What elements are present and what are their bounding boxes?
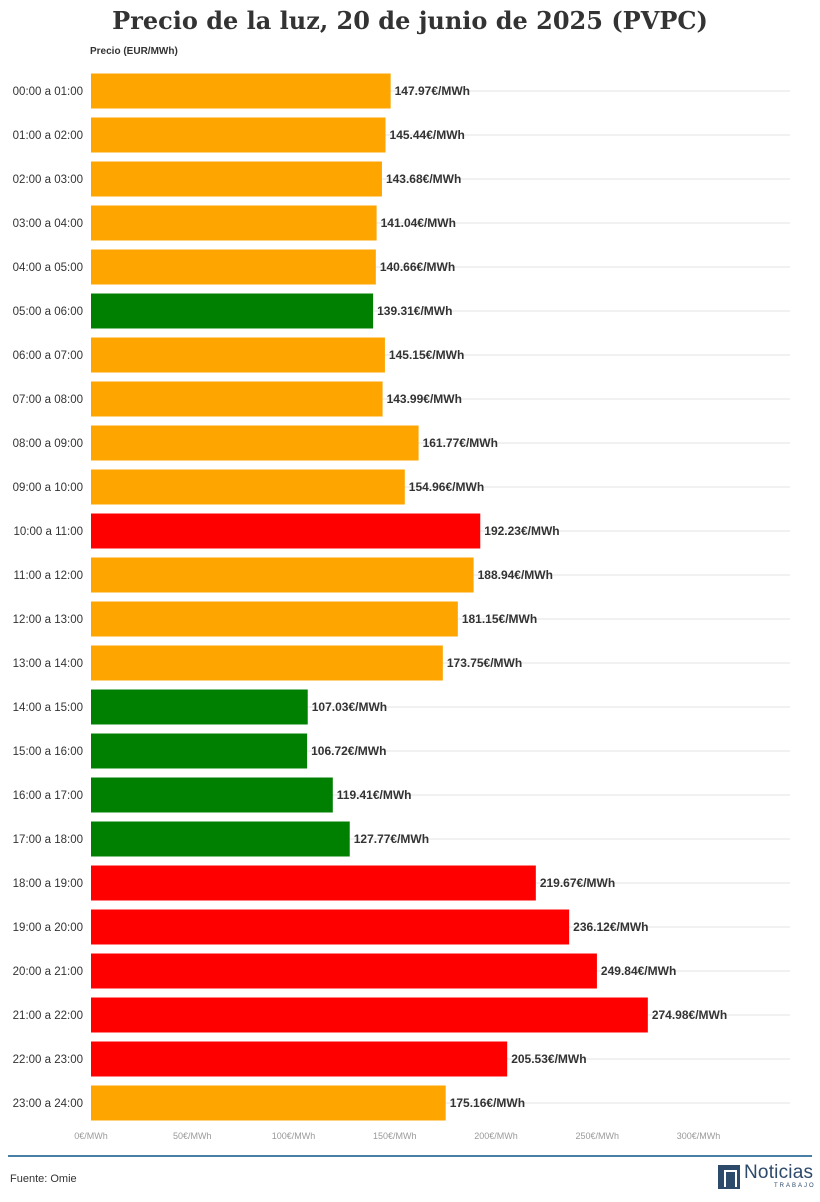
- category-label: 09:00 a 10:00: [13, 482, 83, 494]
- bar: [91, 117, 386, 153]
- bar: [91, 161, 382, 197]
- bar: [91, 777, 333, 813]
- chart-title: Precio de la luz, 20 de junio de 2025 (P…: [112, 6, 708, 35]
- data-label: 219.67€/MWh: [540, 876, 615, 890]
- category-label: 20:00 a 21:00: [13, 966, 83, 978]
- data-label: 141.04€/MWh: [381, 216, 456, 230]
- category-label: 15:00 a 16:00: [13, 746, 83, 758]
- data-label: 274.98€/MWh: [652, 1008, 727, 1022]
- data-label: 106.72€/MWh: [311, 744, 386, 758]
- x-tick-label: 100€/MWh: [272, 1131, 316, 1141]
- data-label: 181.15€/MWh: [462, 612, 537, 626]
- bar: [91, 821, 350, 857]
- bar: [91, 205, 377, 241]
- logo-subtext: TRABAJO: [774, 1183, 816, 1189]
- data-label: 154.96€/MWh: [409, 480, 484, 494]
- data-label: 188.94€/MWh: [478, 568, 553, 582]
- data-label: 139.31€/MWh: [377, 304, 452, 318]
- bar: [91, 337, 385, 373]
- bar: [91, 557, 474, 593]
- category-label: 04:00 a 05:00: [13, 262, 83, 274]
- data-label: 127.77€/MWh: [354, 832, 429, 846]
- noticias-trabajo-logo: Noticias TRABAJO: [718, 1162, 816, 1191]
- logo-mark-icon: [718, 1165, 740, 1189]
- data-label: 173.75€/MWh: [447, 656, 522, 670]
- bar: [91, 953, 597, 989]
- category-label: 00:00 a 01:00: [13, 86, 83, 98]
- category-label: 06:00 a 07:00: [13, 350, 83, 362]
- x-tick-label: 250€/MWh: [575, 1131, 619, 1141]
- category-label: 14:00 a 15:00: [13, 702, 83, 714]
- category-label: 16:00 a 17:00: [13, 790, 83, 802]
- footer-divider: [8, 1155, 812, 1157]
- bar: [91, 1085, 446, 1121]
- bar: [91, 425, 419, 461]
- bar: [91, 733, 308, 769]
- x-tick-label: 150€/MWh: [373, 1131, 417, 1141]
- data-label: 119.41€/MWh: [337, 788, 412, 802]
- bar: [91, 249, 376, 285]
- data-label: 147.97€/MWh: [395, 84, 470, 98]
- category-label: 21:00 a 22:00: [13, 1010, 83, 1022]
- x-tick-label: 200€/MWh: [474, 1131, 518, 1141]
- bar: [91, 601, 458, 637]
- category-label: 17:00 a 18:00: [13, 834, 83, 846]
- bar-chart: 00:00 a 01:00 147.97€/MWh 01:00 a 02:00 145…: [13, 73, 790, 1141]
- data-label: 107.03€/MWh: [312, 700, 387, 714]
- data-label: 205.53€/MWh: [511, 1052, 586, 1066]
- bar: [91, 293, 374, 329]
- category-label: 10:00 a 11:00: [14, 526, 84, 538]
- category-label: 05:00 a 06:00: [13, 306, 83, 318]
- data-label: 236.12€/MWh: [573, 920, 648, 934]
- bar: [91, 73, 391, 109]
- category-label: 13:00 a 14:00: [13, 658, 83, 670]
- data-label: 143.68€/MWh: [386, 172, 461, 186]
- logo-text: Noticias: [744, 1162, 814, 1183]
- category-label: 19:00 a 20:00: [13, 922, 83, 934]
- bar: [91, 513, 481, 549]
- data-label: 145.15€/MWh: [389, 348, 464, 362]
- category-label: 02:00 a 03:00: [13, 174, 83, 186]
- data-label: 192.23€/MWh: [484, 524, 559, 538]
- category-label: 23:00 a 24:00: [13, 1098, 83, 1110]
- data-label: 143.99€/MWh: [387, 392, 462, 406]
- bar: [91, 689, 308, 725]
- bar: [91, 909, 570, 945]
- y-axis-label: Precio (EUR/MWh): [90, 46, 178, 57]
- bar: [91, 997, 648, 1033]
- data-label: 249.84€/MWh: [601, 964, 676, 978]
- data-label: 140.66€/MWh: [380, 260, 455, 274]
- x-tick-label: 300€/MWh: [677, 1131, 721, 1141]
- category-label: 11:00 a 12:00: [14, 570, 84, 582]
- category-label: 12:00 a 13:00: [13, 614, 83, 626]
- category-label: 01:00 a 02:00: [13, 130, 83, 142]
- data-label: 161.77€/MWh: [423, 436, 498, 450]
- data-label: 175.16€/MWh: [450, 1096, 525, 1110]
- category-label: 07:00 a 08:00: [13, 394, 83, 406]
- bar: [91, 645, 443, 681]
- x-tick-label: 0€/MWh: [74, 1131, 108, 1141]
- bar: [91, 865, 536, 901]
- category-label: 03:00 a 04:00: [13, 218, 83, 230]
- bar: [91, 469, 405, 505]
- bar: [91, 1041, 508, 1077]
- category-label: 18:00 a 19:00: [13, 878, 83, 890]
- data-label: 145.44€/MWh: [390, 128, 465, 142]
- x-tick-label: 50€/MWh: [173, 1131, 212, 1141]
- bar: [91, 381, 383, 417]
- category-label: 08:00 a 09:00: [13, 438, 83, 450]
- category-label: 22:00 a 23:00: [13, 1054, 83, 1066]
- source-note: Fuente: Omie: [10, 1173, 77, 1185]
